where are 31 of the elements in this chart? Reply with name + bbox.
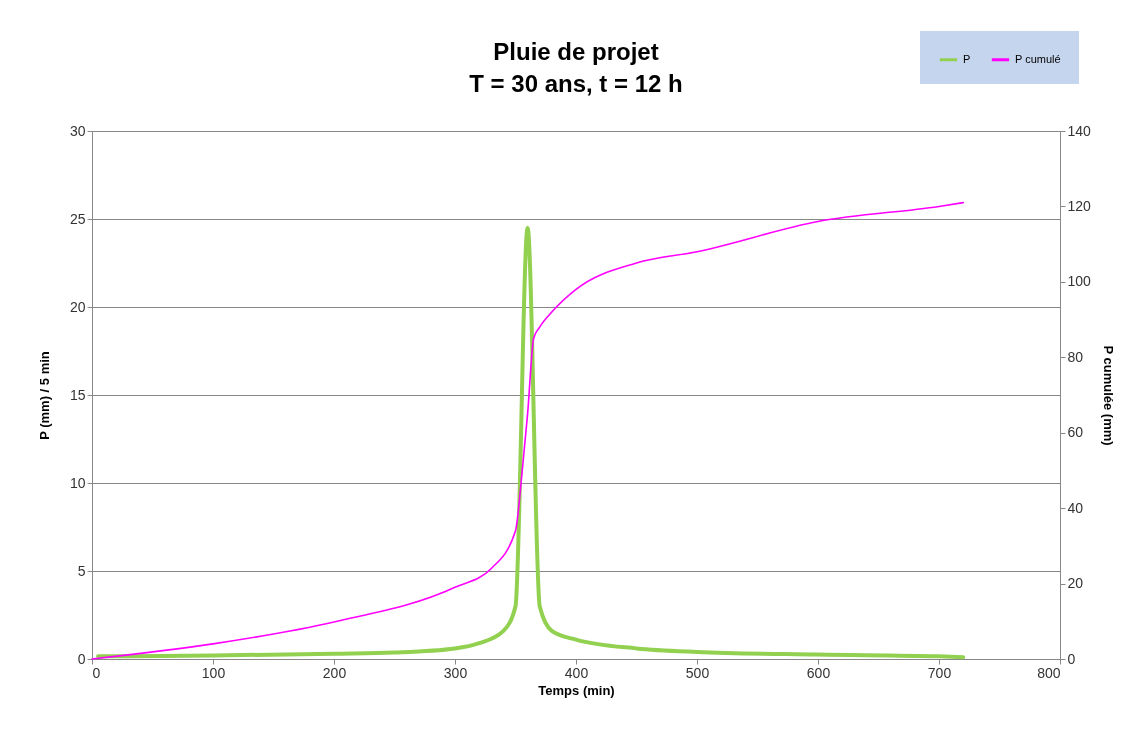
- y-tick-label: 0: [77, 650, 86, 667]
- x-axis-title: Temps (min): [538, 682, 615, 698]
- y2-tick-label: 140: [1067, 122, 1092, 139]
- y2-tick-label: 20: [1067, 575, 1084, 592]
- y2-tick-label: 60: [1067, 424, 1084, 441]
- y2-tick-label: 120: [1067, 197, 1092, 214]
- y2-tick-label: 0: [1067, 650, 1076, 667]
- legend-label: P cumulé: [1015, 52, 1061, 65]
- x-tick-label: 0: [92, 664, 101, 681]
- y-tick-label: 30: [69, 122, 86, 139]
- y-tick-label: 10: [69, 474, 86, 491]
- legend-label: P: [963, 52, 971, 65]
- y2-tick-label: 40: [1067, 499, 1084, 516]
- x-tick-label: 100: [201, 664, 226, 681]
- y-tick-label: 5: [77, 562, 86, 579]
- y-tick-label: 25: [69, 210, 86, 227]
- text: Pluie de projet: [493, 38, 659, 65]
- y2-tick-label: 80: [1067, 348, 1084, 365]
- y-tick-label: 15: [69, 386, 86, 403]
- x-tick-label: 600: [806, 664, 831, 681]
- text: T = 30 ans, t = 12 h: [469, 70, 683, 97]
- x-tick-label: 500: [685, 664, 710, 681]
- y2-axis-title: P cumulée (mm): [1100, 345, 1116, 446]
- x-tick-label: 400: [564, 664, 589, 681]
- y2-tick-label: 100: [1067, 273, 1092, 290]
- x-tick-label: 200: [322, 664, 347, 681]
- x-tick-label: 300: [443, 664, 468, 681]
- y-axis-title: P (mm) / 5 min: [36, 351, 52, 440]
- y-tick-label: 20: [69, 298, 86, 315]
- x-tick-label: 800: [1037, 664, 1061, 681]
- x-tick-label: 700: [927, 664, 952, 681]
